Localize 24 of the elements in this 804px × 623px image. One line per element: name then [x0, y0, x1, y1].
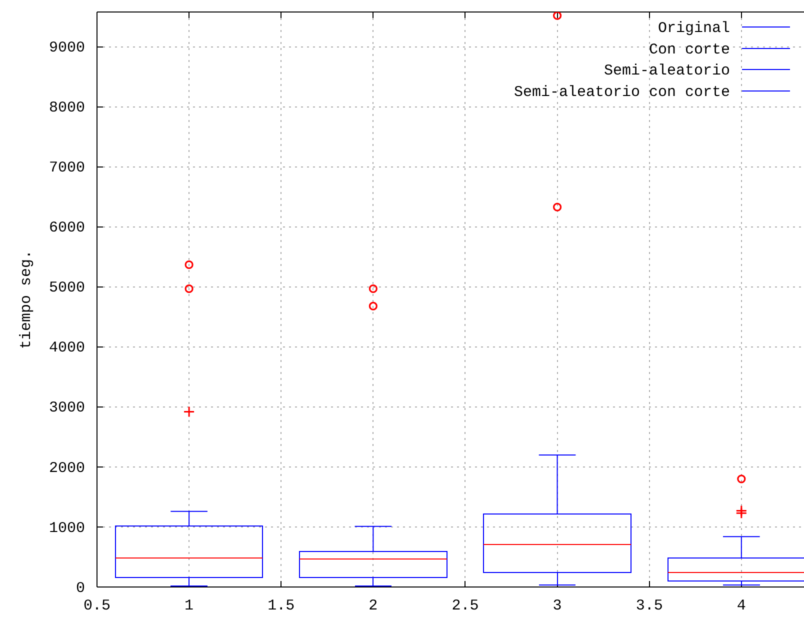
y-tick-label: 5000 [48, 280, 85, 297]
x-tick-label: 2.5 [452, 598, 479, 615]
y-tick-label: 0 [76, 580, 85, 597]
y-tick-label: 4000 [48, 340, 85, 357]
point [183, 406, 195, 418]
x-tick-label: 1.5 [268, 598, 295, 615]
legend-label: Con corte [648, 41, 730, 58]
legend-label: Original [658, 20, 730, 37]
x-tick-label: 3 [552, 598, 562, 615]
legend-label: Semi-aleatorio [604, 62, 730, 80]
x-tick-label: 2 [368, 598, 378, 615]
x-tick-label: 4 [736, 598, 746, 615]
y-tick-label: 9000 [48, 40, 85, 57]
x-tick-label: 3.5 [636, 598, 663, 615]
y-tick-label: 7000 [48, 160, 85, 177]
y-tick-label: 2000 [48, 460, 85, 477]
y-tick-label: 8000 [48, 100, 85, 117]
x-tick-label: 1 [184, 598, 194, 615]
y-tick-label: 3000 [48, 400, 85, 417]
legend-label: Semi-aleatorio con corte [514, 84, 730, 101]
y-tick-label: 1000 [48, 520, 85, 537]
x-tick-label: 0.5 [83, 598, 111, 615]
y-axis-title: tiempo seg. [18, 250, 35, 350]
y-tick-label: 6000 [48, 220, 85, 237]
